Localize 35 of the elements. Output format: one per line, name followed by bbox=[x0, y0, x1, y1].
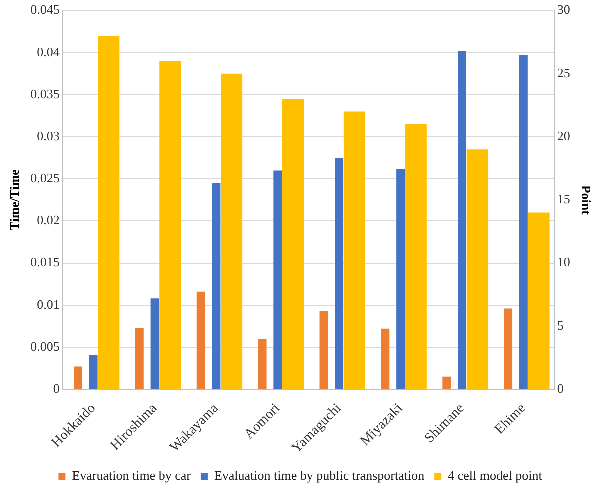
bar bbox=[160, 61, 182, 390]
y2-tick-label: 30 bbox=[557, 2, 570, 18]
y-axis-title: Time/Time bbox=[7, 169, 22, 231]
bar bbox=[150, 298, 160, 389]
bar bbox=[381, 328, 390, 389]
y-tick-label: 0.015 bbox=[30, 254, 60, 270]
bar bbox=[504, 308, 513, 389]
y2-tick-label: 20 bbox=[557, 128, 570, 144]
legend-label: Evaluation time by public transportation bbox=[214, 468, 426, 483]
y-tick-label: 0.005 bbox=[30, 338, 60, 354]
y-tick-label: 0.035 bbox=[30, 86, 60, 102]
bar bbox=[320, 311, 328, 389]
y-tick-label: 0.01 bbox=[37, 296, 60, 312]
bar bbox=[212, 183, 221, 389]
y-tick-label: 0.025 bbox=[30, 170, 60, 186]
bar bbox=[258, 338, 267, 389]
y2-tick-label: 25 bbox=[557, 65, 570, 80]
y-tick-label: 0.045 bbox=[30, 2, 60, 18]
legend-label: Evaruation time by car bbox=[72, 468, 192, 483]
y2-axis-title: Point bbox=[578, 185, 594, 216]
y-tick-label: 0.03 bbox=[37, 128, 60, 144]
y-tick-label: 0 bbox=[53, 380, 60, 396]
bar bbox=[135, 328, 144, 389]
y2-tick-label: 15 bbox=[557, 192, 570, 207]
bar bbox=[98, 36, 120, 390]
y2-tick-label: 10 bbox=[557, 254, 570, 270]
legend-label: 4 cell model point bbox=[448, 468, 543, 483]
y2-tick-label: 5 bbox=[557, 318, 564, 333]
y-tick-label: 0.04 bbox=[37, 44, 60, 60]
y2-tick-label: 0 bbox=[557, 380, 564, 396]
bar bbox=[74, 366, 82, 389]
bar bbox=[89, 354, 98, 389]
bar bbox=[442, 376, 452, 389]
bar bbox=[196, 292, 206, 389]
y-tick-label: 0.02 bbox=[37, 212, 60, 228]
